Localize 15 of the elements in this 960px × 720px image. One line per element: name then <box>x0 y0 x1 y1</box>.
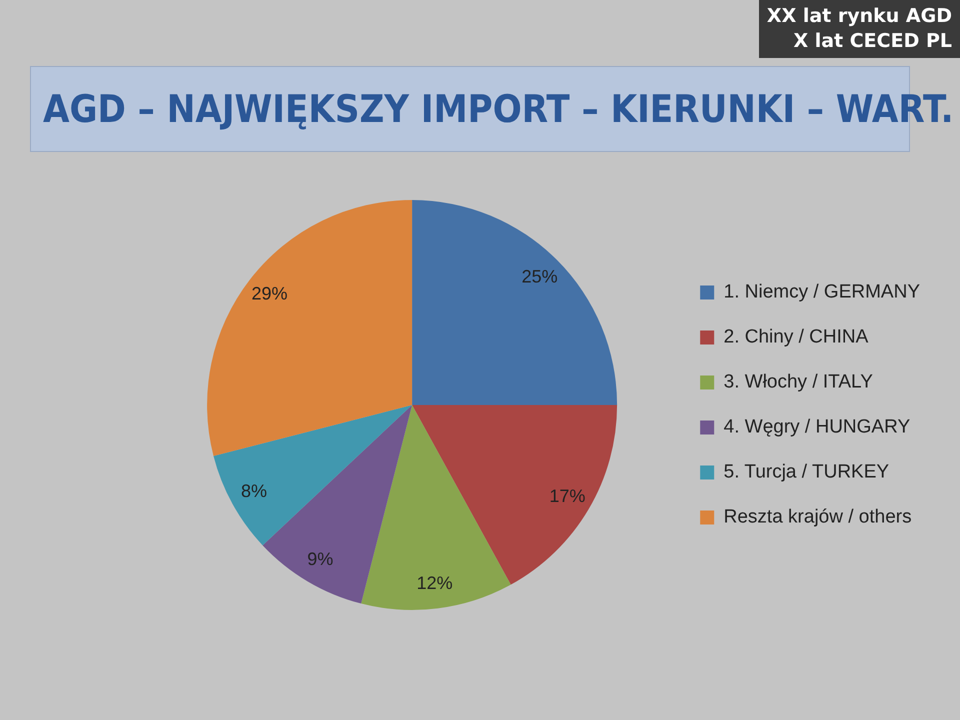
legend-label: 5. Turcja / TURKEY <box>724 462 890 483</box>
text: X lat CECED PL <box>792 29 952 54</box>
legend-label: 3. Włochy / ITALY <box>724 372 874 393</box>
data-label: 17% <box>549 486 586 506</box>
legend-label: 1. Niemcy / GERMANY <box>724 282 920 303</box>
legend-label: Reszta krajów / others <box>724 506 912 528</box>
text: XX lat rynku AGD <box>766 4 952 29</box>
data-label: 8% <box>240 480 267 501</box>
legend-label: 2. Chiny / CHINA <box>724 326 869 348</box>
legend-label: 4. Węgry / HUNGARY <box>724 416 910 438</box>
data-label: 9% <box>307 549 334 570</box>
chart-title: AGD – NAJWIĘKSZY IMPORT – KIERUNKI – WART. <box>42 86 954 133</box>
data-label: 25% <box>522 266 558 286</box>
data-label: 29% <box>252 283 288 304</box>
data-label: 12% <box>416 572 453 593</box>
